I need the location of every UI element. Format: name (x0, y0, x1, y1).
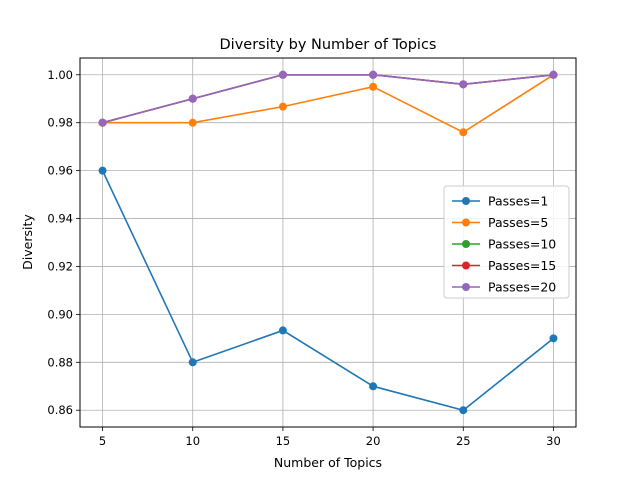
y-tick-label: 0.92 (47, 259, 73, 273)
series-passes-1 (98, 166, 558, 415)
y-tick-label: 1.00 (47, 68, 73, 82)
series-passes-5 (98, 70, 558, 137)
y-tick-label: 0.88 (47, 355, 73, 369)
x-axis-label: Number of Topics (274, 455, 382, 470)
x-tick-label: 15 (276, 434, 291, 448)
series-line (102, 74, 554, 134)
data-point (278, 70, 287, 79)
y-tick-label: 0.90 (47, 307, 73, 321)
y-tick-label: 0.94 (47, 212, 73, 226)
y-tick-label: 0.86 (47, 403, 73, 417)
data-point (369, 82, 378, 91)
data-point (98, 118, 107, 127)
series-passes-10 (98, 70, 558, 127)
y-axis-label: Diversity (20, 214, 35, 270)
axis-ticks: 5 10 15 20 25 30 0.86 0.88 0.90 0.92 0.94 0.96 0.98 1… (47, 68, 560, 448)
data-point (459, 406, 468, 415)
data-point (459, 80, 468, 89)
data-point (549, 70, 558, 79)
series-line (102, 73, 554, 124)
legend-label: Passes=20 (488, 280, 556, 295)
legend-swatch-marker (462, 240, 470, 248)
legend-label: Passes=1 (488, 194, 548, 209)
legend: Passes=1 Passes=5 Passes=10 Passes=15 Passes… (443, 185, 570, 299)
data-point (369, 70, 378, 79)
legend-label: Passes=10 (488, 237, 556, 252)
legend-box (443, 185, 570, 299)
data-point (188, 94, 197, 103)
series-passes-15 (98, 70, 558, 127)
x-tick-label: 30 (546, 434, 561, 448)
chart-title: Diversity by Number of Topics (220, 37, 437, 53)
legend-label: Passes=15 (488, 258, 556, 273)
legend-swatch-marker (462, 197, 470, 205)
data-point (549, 334, 558, 343)
y-tick-label: 0.96 (47, 164, 73, 178)
legend-swatch-marker (462, 261, 470, 270)
data-point (188, 118, 197, 127)
y-tick-label: 0.98 (47, 116, 73, 130)
legend-swatch-marker (462, 283, 470, 291)
legend-label: Passes=5 (488, 215, 548, 230)
data-point (98, 166, 107, 175)
data-point (188, 358, 197, 367)
data-point (278, 102, 287, 111)
series-passes-20 (98, 70, 558, 127)
x-tick-label: 25 (456, 434, 471, 448)
x-tick-label: 20 (366, 434, 381, 448)
series-line (101, 170, 554, 412)
x-tick-label: 10 (185, 434, 200, 448)
series-layer (98, 70, 558, 415)
data-point (459, 128, 468, 137)
x-tick-label: 5 (99, 434, 106, 448)
legend-swatch-marker (462, 218, 470, 227)
plot-frame (79, 57, 577, 428)
data-point (278, 326, 287, 335)
data-point (369, 382, 378, 391)
